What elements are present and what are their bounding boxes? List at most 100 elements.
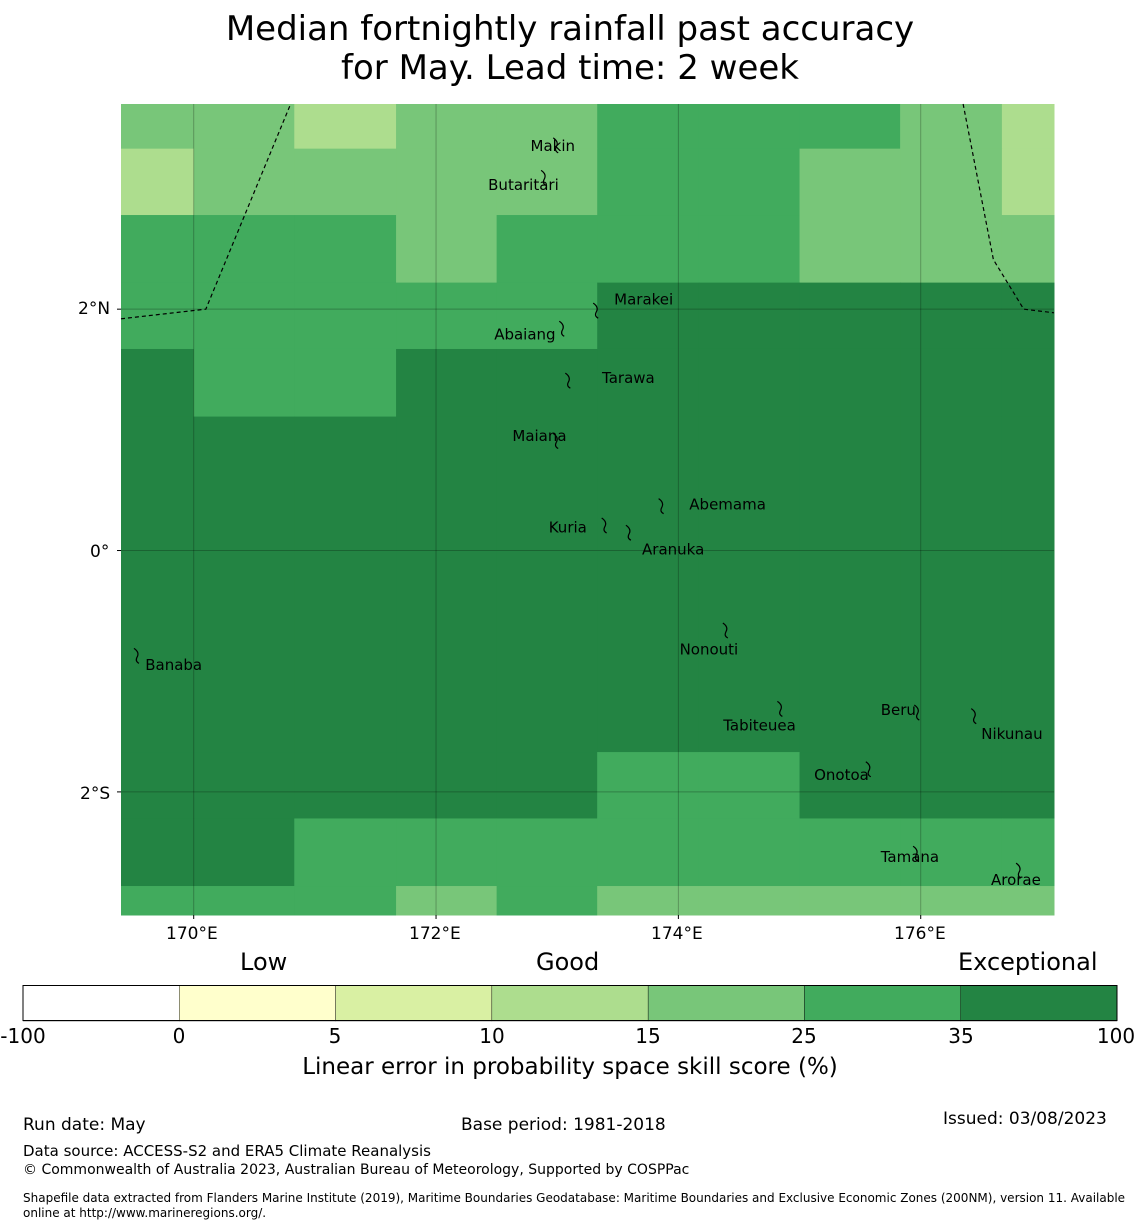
map-cell (496, 282, 598, 350)
map-cell (597, 148, 700, 216)
map-cell (294, 886, 397, 916)
map-cell (294, 215, 397, 284)
lon-label-174: 174°E (651, 924, 703, 944)
cb-tick: 0 (172, 1024, 186, 1048)
map-cell (597, 282, 700, 350)
map-cell (193, 148, 295, 216)
category-good: Good (536, 948, 600, 976)
map-cell (396, 104, 498, 150)
base-period: Base period: 1981-2018 (461, 1115, 666, 1135)
island-outline (540, 169, 547, 186)
map-cell (496, 752, 598, 819)
map-cell (799, 818, 901, 887)
map-cell (900, 886, 1003, 916)
map-cell (396, 416, 498, 753)
map-cell (496, 818, 598, 887)
map-cell (799, 104, 901, 150)
map-cell (294, 148, 397, 216)
shapefile-credit: Shapefile data extracted from Flanders M… (23, 1191, 1126, 1220)
map-cell (597, 348, 700, 418)
island-outline (552, 137, 559, 154)
island-label: Marakei (614, 291, 673, 309)
map-cell (396, 752, 498, 819)
cb-tick: 15 (635, 1024, 661, 1048)
map-cell (294, 752, 397, 819)
map-cell (496, 416, 598, 753)
map-cell (294, 818, 397, 887)
issued-date: Issued: 03/08/2023 (943, 1109, 1107, 1129)
island-outline (722, 622, 729, 639)
map-cell (121, 215, 195, 284)
map-cell (597, 104, 700, 150)
map-cell (121, 818, 195, 887)
cb-tick: 10 (479, 1024, 505, 1048)
map-cell (698, 818, 801, 887)
map-cell (294, 104, 397, 150)
island-label: Makin (531, 137, 576, 155)
map-cell (121, 104, 195, 150)
map-cell (396, 282, 498, 350)
map-cell (597, 416, 700, 753)
map-cell (799, 148, 901, 216)
map-cell (396, 886, 498, 916)
map-cell (121, 886, 195, 916)
colorbar-segment (179, 985, 336, 1022)
island-outline (558, 320, 565, 337)
cb-tick: 35 (948, 1024, 974, 1048)
colorbar-segment (647, 985, 805, 1022)
map-cell (396, 348, 498, 418)
island-outline (913, 704, 920, 721)
map-cell (496, 104, 598, 150)
lon-label-170: 170°E (166, 924, 218, 944)
map-cell (900, 148, 1003, 216)
map-cell (294, 348, 397, 418)
map-cell (698, 282, 801, 350)
map-cell (799, 886, 901, 916)
colorbar-segment (335, 985, 493, 1022)
map-cell (1001, 282, 1055, 350)
map-cell (193, 104, 295, 150)
colorbar-segment (804, 985, 961, 1022)
map-cell (799, 416, 901, 753)
island-label: Aranuka (642, 540, 704, 558)
map-cell (698, 348, 801, 418)
cb-tick: 25 (791, 1024, 817, 1048)
island-outline (552, 433, 559, 450)
category-exceptional: Exceptional (958, 948, 1098, 976)
island-outline (564, 372, 571, 389)
map-cell (698, 416, 801, 753)
map-cell (496, 886, 598, 916)
run-date: Run date: May (23, 1115, 146, 1135)
map-cell (193, 348, 295, 418)
colorbar-segment (22, 985, 180, 1022)
map-cell (1001, 886, 1055, 916)
island-label: Onotoa (814, 766, 869, 784)
eez-boundary (962, 103, 1055, 314)
island-label: Banaba (145, 656, 202, 674)
map-cell (193, 886, 295, 916)
map-cell (294, 416, 397, 753)
colorbar-frame (22, 985, 1118, 1021)
colorbar-segment (491, 985, 649, 1022)
map-cell (799, 215, 901, 284)
lat-label-0: 0° (90, 542, 110, 562)
island-label: Abaiang (494, 326, 555, 344)
cb-tick: -100 (0, 1024, 46, 1048)
map-cell (900, 752, 1003, 819)
map-cell (1001, 348, 1055, 418)
island-label: Nikunau (981, 725, 1042, 743)
map-cell (396, 148, 498, 216)
map-cell (799, 348, 901, 418)
map-cell (1001, 148, 1055, 216)
colorbar-segment (960, 985, 1118, 1022)
island-label: Beru (881, 701, 916, 719)
map-cell (121, 416, 195, 753)
island-label: Tamana (880, 848, 939, 866)
island-label: Tabiteuea (722, 717, 796, 735)
island-label: Maiana (512, 427, 566, 445)
map-cell (193, 416, 295, 753)
island-label: Nonouti (680, 640, 739, 658)
cb-tick: 100 (1096, 1024, 1136, 1048)
map-cell (597, 215, 700, 284)
